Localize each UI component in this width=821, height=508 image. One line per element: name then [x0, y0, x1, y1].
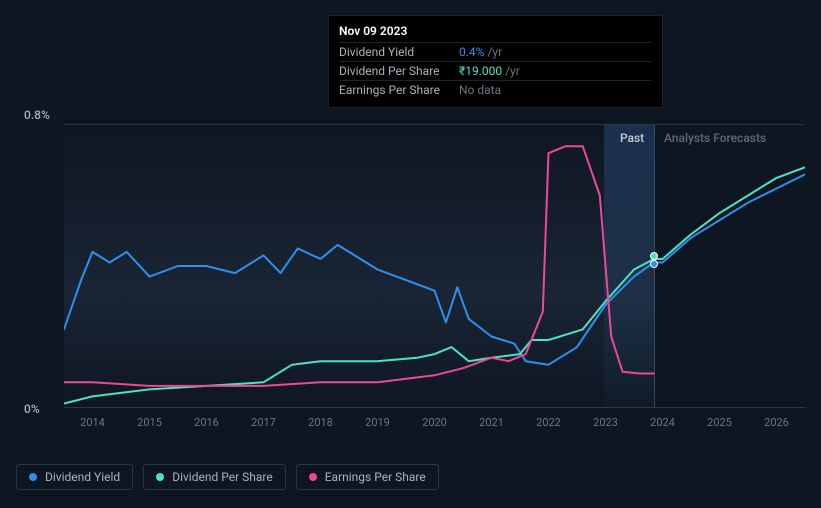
series-svg [64, 125, 805, 407]
tooltip-row: Dividend Per Share₹19.000/yr [339, 61, 652, 80]
x-tick: 2022 [536, 416, 561, 429]
legend-item[interactable]: Earnings Per Share [296, 464, 439, 490]
tooltip-row: Earnings Per ShareNo data [339, 80, 652, 99]
series-dividend_per_share [64, 167, 805, 403]
x-tick: 2025 [707, 416, 732, 429]
x-tick: 2017 [251, 416, 276, 429]
tooltip-rows: Dividend Yield0.4%/yrDividend Per Share₹… [339, 42, 652, 99]
legend-label: Earnings Per Share [325, 470, 426, 484]
tooltip-date: Nov 09 2023 [339, 24, 652, 38]
x-tick: 2026 [764, 416, 789, 429]
legend-dot-icon [156, 473, 164, 481]
x-tick: 2014 [80, 416, 105, 429]
tooltip-value: 0.4%/yr [459, 45, 652, 59]
chart-tooltip: Nov 09 2023 Dividend Yield0.4%/yrDividen… [328, 15, 663, 108]
x-tick: 2024 [650, 416, 675, 429]
series-dividend_yield [64, 174, 805, 364]
x-tick: 2021 [479, 416, 504, 429]
tooltip-label: Earnings Per Share [339, 83, 459, 97]
x-tick: 2016 [194, 416, 219, 429]
legend-label: Dividend Yield [45, 470, 120, 484]
x-tick: 2023 [593, 416, 618, 429]
legend: Dividend Yield Dividend Per Share Earnings… [16, 464, 439, 490]
tooltip-value: No data [459, 83, 652, 97]
x-tick: 2015 [137, 416, 162, 429]
legend-item[interactable]: Dividend Per Share [143, 464, 286, 490]
chart: 0.8% 0% Past Analysts Forecasts 2014 2015… [16, 108, 805, 448]
legend-dot-icon [309, 473, 317, 481]
legend-dot-icon [29, 473, 37, 481]
y-axis-max-label: 0.8% [24, 108, 50, 122]
hover-dot [650, 252, 658, 260]
legend-label: Dividend Per Share [172, 470, 273, 484]
x-tick: 2018 [308, 416, 333, 429]
y-axis-min-label: 0% [24, 402, 40, 416]
tooltip-row: Dividend Yield0.4%/yr [339, 42, 652, 61]
plot-area[interactable]: Past Analysts Forecasts [64, 124, 805, 408]
x-tick: 2019 [365, 416, 390, 429]
tooltip-value: ₹19.000/yr [459, 64, 652, 78]
hover-dot [650, 260, 658, 268]
tooltip-label: Dividend Yield [339, 45, 459, 59]
tooltip-label: Dividend Per Share [339, 64, 459, 78]
legend-item[interactable]: Dividend Yield [16, 464, 133, 490]
series-earnings_per_share [64, 146, 654, 386]
x-tick: 2020 [422, 416, 447, 429]
x-axis-ticks: 2014 2015 2016 2017 2018 2019 2020 2021 2022 2023… [64, 416, 805, 430]
